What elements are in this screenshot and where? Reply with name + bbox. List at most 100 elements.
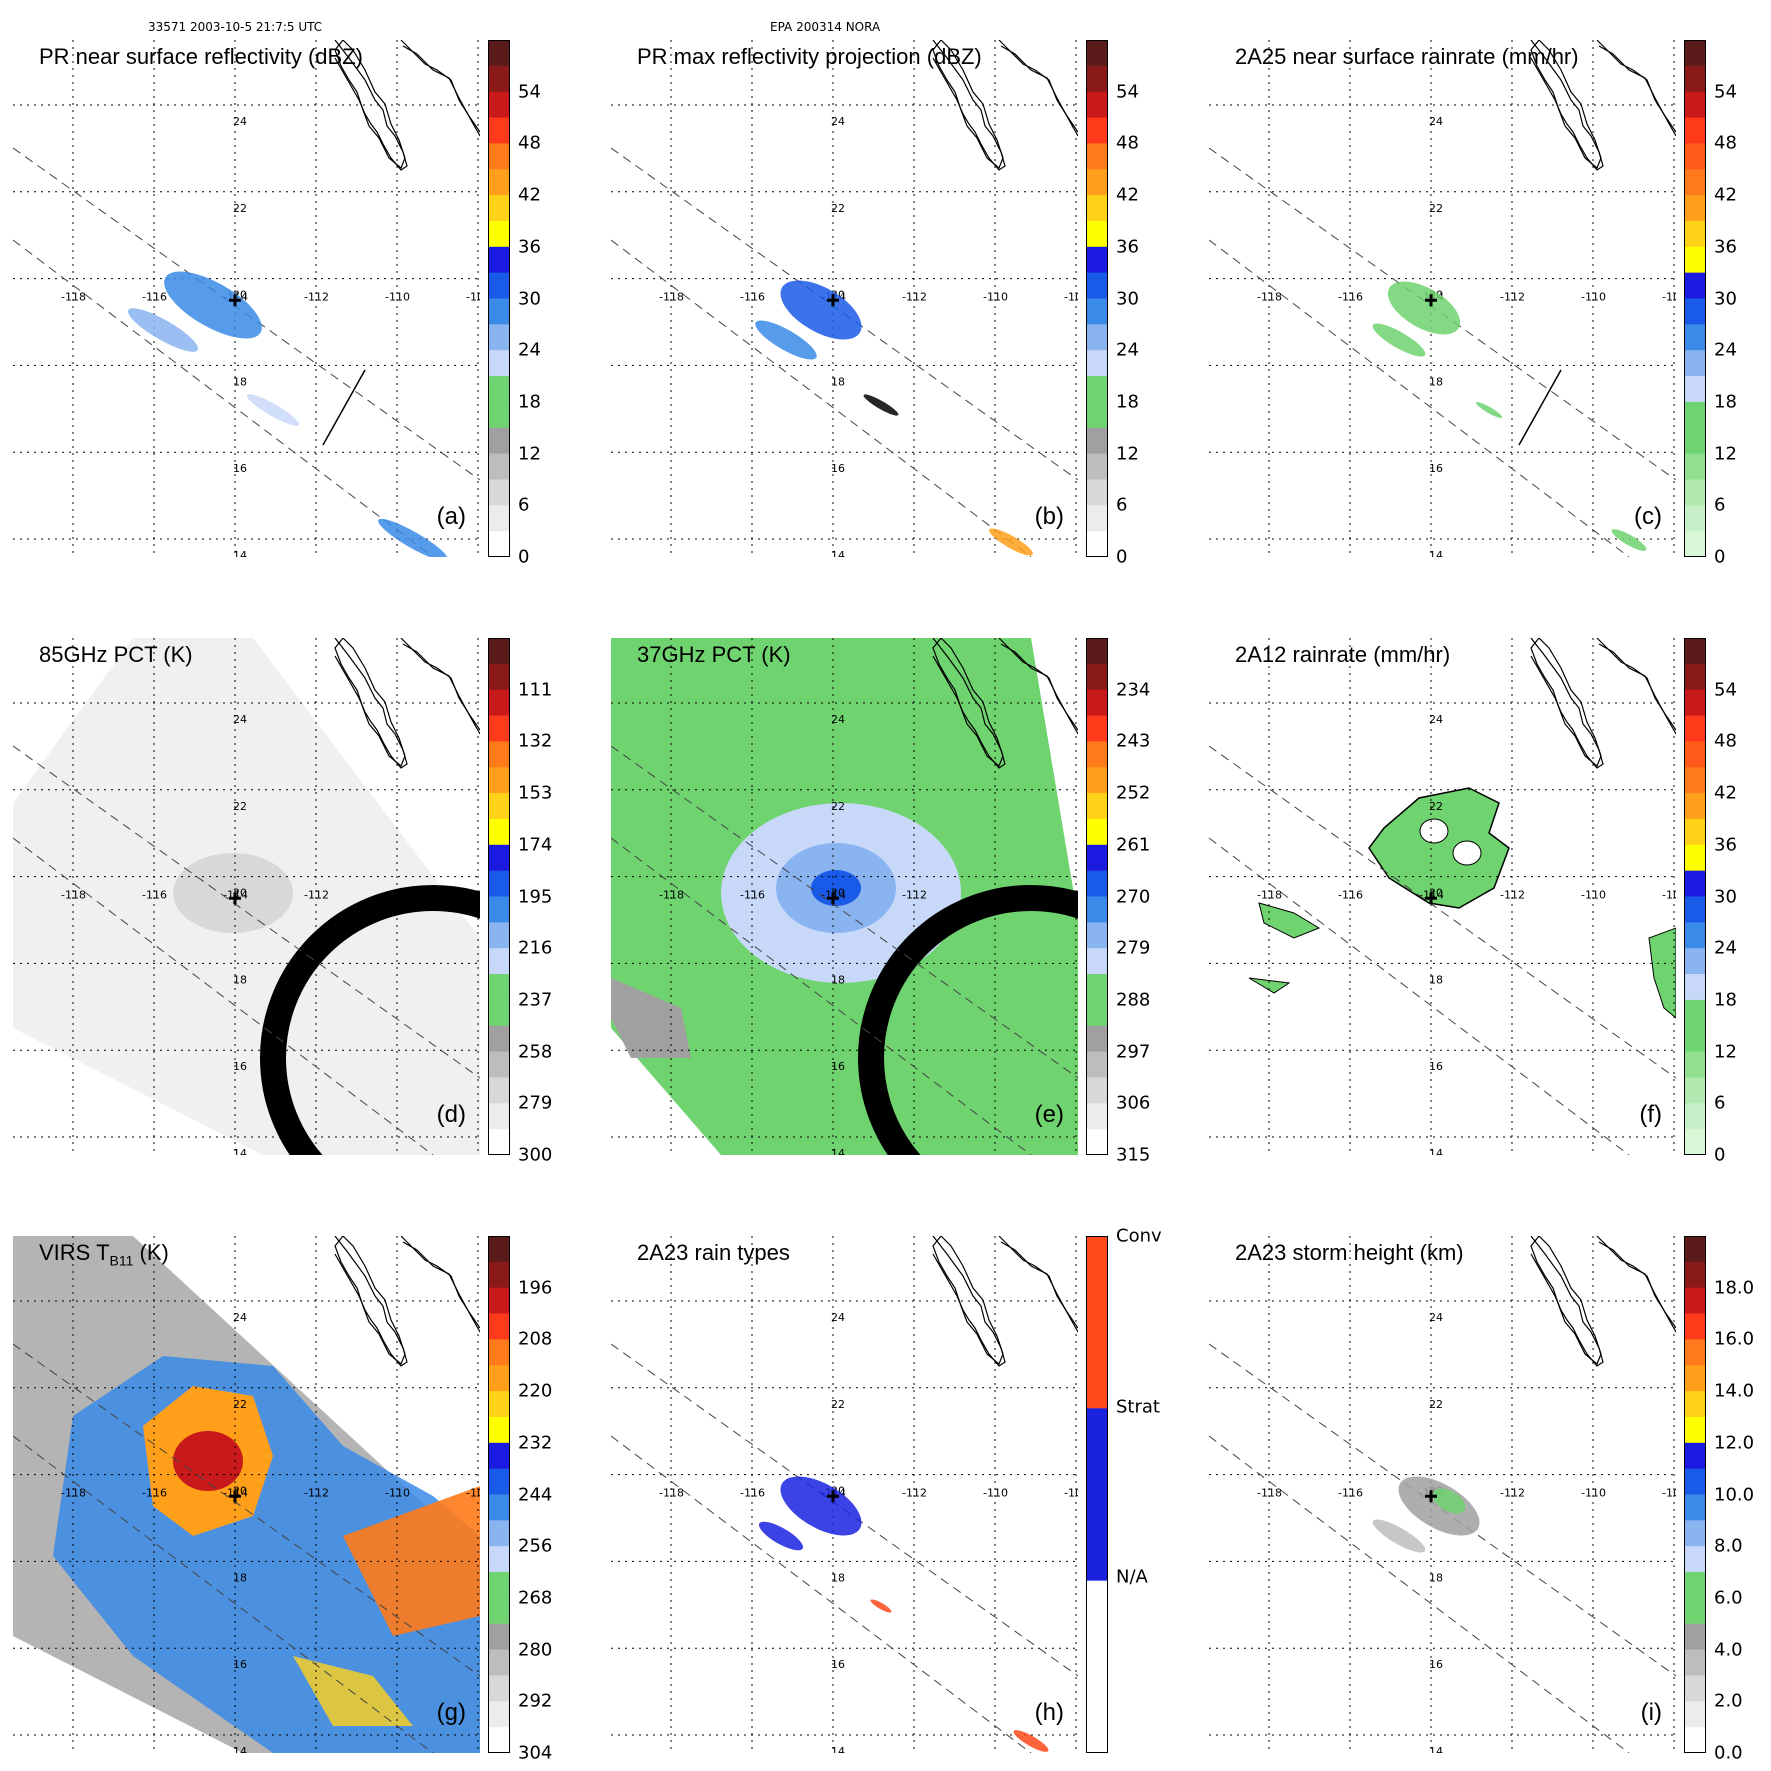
colorbar-tick-label: 36 (1714, 236, 1737, 258)
colorbar-segment (1684, 91, 1706, 119)
colorbar-segment (488, 1494, 510, 1521)
cloud-core (173, 1431, 243, 1491)
pr-swath-edges (13, 745, 480, 1155)
colorbar-segment (1086, 401, 1108, 429)
colorbar-segment (488, 376, 510, 403)
lon-label: -118 (61, 1486, 86, 1499)
colorbar-segment (1086, 767, 1108, 794)
colorbar-tick-label: 14.0 (1714, 1380, 1755, 1402)
colorbar-tick-label: 54 (1714, 81, 1737, 103)
colorbar-segment (488, 1103, 510, 1130)
storm-center-marker (229, 294, 241, 307)
colorbar-segment (1684, 40, 1706, 67)
colorbar-tick-label: 297 (1116, 1041, 1151, 1063)
colorbar (488, 40, 510, 558)
lat-label: 16 (831, 1060, 845, 1073)
colorbar (488, 1236, 510, 1754)
colorbar-tick-label: 0 (1714, 546, 1726, 568)
colorbar-segment (1684, 1649, 1706, 1676)
colorbar-segment (488, 844, 510, 872)
lon-label: -112 (304, 888, 329, 901)
colorbar-segment (1684, 638, 1706, 665)
lon-label: -110 (385, 1486, 410, 1499)
precip-patch (1611, 529, 1647, 551)
colorbar-segment (488, 767, 510, 794)
colorbar-frame (1684, 638, 1706, 1155)
lon-label: -112 (1500, 290, 1525, 303)
colorbar-tick-label: 30 (1714, 886, 1737, 907)
panel-g: -118-116-114-112-110-108242220181614VIRS… (0, 1196, 552, 1764)
colorbar-tick-label: 216 (518, 937, 553, 959)
scan-ring (260, 885, 480, 1155)
colorbar-svg (1086, 40, 1108, 558)
colorbar-segment (488, 1339, 510, 1366)
colorbar-segment (1086, 65, 1108, 93)
coastline-east (334, 40, 480, 171)
panel-title: 85GHz PCT (K) (39, 642, 193, 667)
rain-hole (1419, 818, 1449, 844)
colorbar-segment (488, 453, 510, 480)
colorbar-tick-label: 306 (1116, 1092, 1151, 1114)
colorbar-segment (488, 793, 510, 820)
colorbar-segment (1086, 505, 1108, 532)
colorbar-segment (1086, 1408, 1108, 1582)
colorbar-segment (488, 1520, 510, 1547)
lat-label: 18 (831, 973, 845, 986)
precip-patch (1475, 402, 1503, 418)
colorbar-svg (488, 1236, 510, 1754)
colorbar-segment (1684, 1313, 1706, 1340)
colorbar-segment (488, 974, 510, 1001)
colorbar-tick-label: 261 (1116, 834, 1151, 856)
lat-lon-grid: -118-116-114-112-110-108242220181614 (13, 1236, 480, 1753)
map-svg: -118-116-114-112-110-108242220181614 (13, 638, 480, 1155)
colorbar-labels: 54 48 42 36 30 24 18 12 6 0 (518, 40, 578, 567)
colorbar-tick-label: 6 (518, 494, 530, 516)
colorbar-segment (488, 298, 510, 325)
colorbar-tick-label: 279 (1116, 937, 1151, 959)
map-svg: -118-116-114-112-110-108242220181614 (611, 638, 1078, 1155)
lat-label: 14 (1429, 1147, 1443, 1155)
colorbar-segment (488, 1287, 510, 1315)
coastline (1530, 638, 1676, 767)
lat-label: 24 (233, 713, 247, 726)
lat-label: 18 (831, 375, 845, 388)
colorbar-segment (488, 427, 510, 455)
panel-label: (b) (1034, 503, 1064, 530)
colorbar-segment (1086, 948, 1108, 975)
colorbar-segment (1684, 1025, 1706, 1053)
lat-label: 18 (233, 375, 247, 388)
colorbar-segment (1684, 741, 1706, 768)
lat-label: 24 (1429, 115, 1443, 128)
colorbar (1684, 638, 1706, 1156)
lat-label: 14 (233, 549, 247, 557)
colorbar-frame (488, 638, 510, 1155)
lat-lon-grid: -118-116-114-112-110-108242220181614 (611, 1236, 1078, 1753)
colorbar-segment (1684, 531, 1706, 558)
lat-label: 14 (831, 1147, 845, 1155)
storm-center-marker (1425, 294, 1437, 307)
lon-label: -112 (1500, 1486, 1525, 1499)
colorbar-segment (1684, 505, 1706, 532)
map-area: -118-116-114-112-110-1082422201816142A25… (1209, 40, 1676, 557)
panel-h: -118-116-114-112-110-1082422201816142A23… (598, 1196, 1162, 1754)
lon-label: -116 (142, 888, 167, 901)
lat-label: 18 (233, 1571, 247, 1584)
lon-label: -108 (1662, 888, 1676, 901)
colorbar-segment (1684, 999, 1706, 1027)
colorbar-tick-label: 0 (518, 546, 530, 568)
colorbar-segment (488, 663, 510, 691)
colorbar-tick-label: 243 (1116, 730, 1151, 752)
colorbar-frame (1684, 1236, 1706, 1753)
coastline-east (334, 1236, 480, 1367)
lon-label: -116 (740, 290, 765, 303)
colorbar-tick-label: 48 (518, 132, 541, 154)
colorbar-segment (1086, 376, 1108, 403)
colorbar-tick-label: Conv (1116, 1225, 1162, 1247)
colorbar-segment (1684, 143, 1706, 170)
colorbar-segment (1684, 401, 1706, 429)
precip-patch (1372, 323, 1426, 357)
colorbar-segment (488, 1572, 510, 1599)
lon-label: -110 (1581, 1486, 1606, 1499)
lat-label: 24 (233, 115, 247, 128)
lon-label: -108 (466, 888, 480, 901)
